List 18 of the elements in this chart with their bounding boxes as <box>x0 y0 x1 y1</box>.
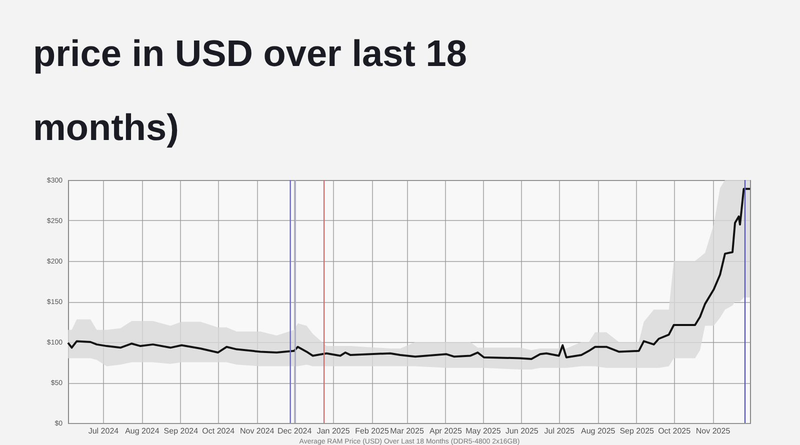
x-tick-label: Jul 2024 <box>88 426 120 436</box>
x-tick-label: Jun 2025 <box>505 426 539 436</box>
x-tick-label: Mar 2025 <box>390 426 424 436</box>
x-tick-label: Oct 2024 <box>202 426 236 436</box>
x-tick-label: May 2025 <box>466 426 502 436</box>
x-tick-label: Apr 2025 <box>429 426 463 436</box>
x-tick-label: Aug 2025 <box>580 426 616 436</box>
x-tick-label: Dec 2024 <box>277 426 312 436</box>
x-tick-label: Jul 2025 <box>544 426 576 436</box>
x-tick-label: Jan 2025 <box>316 426 350 436</box>
x-tick-label: Nov 2025 <box>696 426 731 436</box>
x-tick-label: Oct 2025 <box>658 426 692 436</box>
chart-title: price in USD over last 18 months) <box>33 33 467 148</box>
x-tick-label: Nov 2024 <box>240 426 275 436</box>
x-tick-label: Feb 2025 <box>355 426 390 436</box>
x-tick-label: Aug 2024 <box>125 426 160 436</box>
x-tick-label: Sep 2025 <box>620 426 655 436</box>
x-tick-label: Sep 2024 <box>164 426 199 436</box>
